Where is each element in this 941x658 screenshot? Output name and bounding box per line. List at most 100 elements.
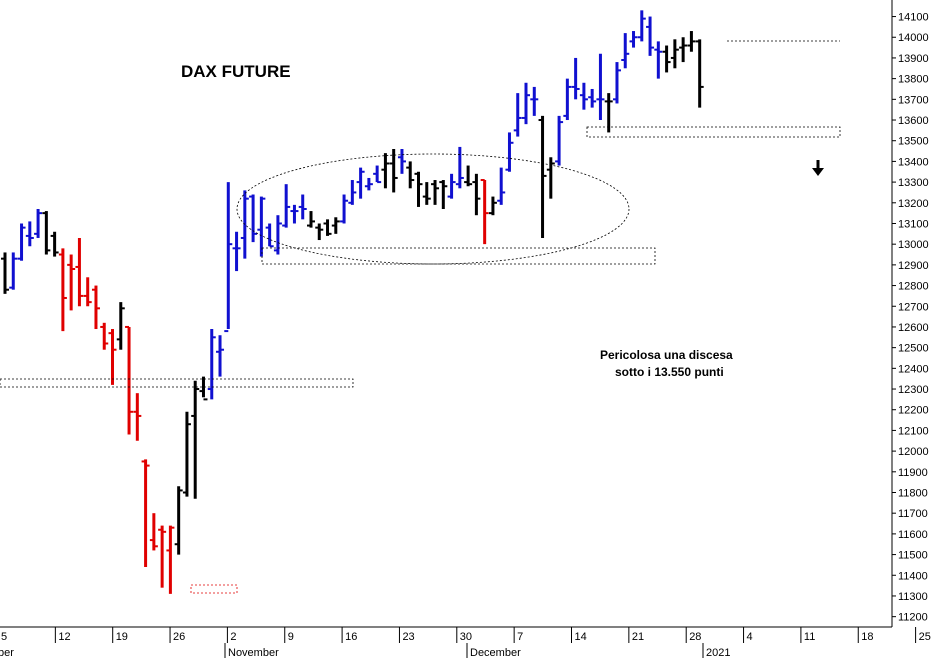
ohlc-bar: [546, 157, 555, 199]
ohlc-bar: [662, 45, 671, 73]
ohlc-bar: [604, 93, 613, 133]
ohlc-bar: [530, 86, 539, 116]
ohlc-bar: [348, 180, 357, 205]
ohlc-bar: [373, 165, 382, 184]
ohlc-bar: [687, 31, 696, 52]
ohlc-bar: [472, 173, 481, 216]
y-tick-label: 12600: [898, 322, 929, 334]
ohlc-bar: [108, 329, 117, 385]
x-tick-label: 21: [632, 631, 644, 643]
ohlc-bar: [232, 231, 241, 272]
y-tick-label: 12800: [898, 281, 929, 293]
ohlc-bar: [116, 302, 125, 350]
y-tick-label: 12100: [898, 425, 929, 437]
ohlc-bar: [397, 148, 406, 174]
ohlc-bar: [191, 380, 200, 499]
ohlc-bar: [166, 525, 175, 594]
y-tick-label: 13600: [898, 115, 929, 127]
y-tick-label: 12700: [898, 301, 929, 313]
ohlc-bar: [439, 180, 448, 209]
ohlc-bar: [315, 223, 324, 241]
ohlc-bar: [480, 179, 489, 245]
y-tick-label: 11600: [898, 529, 928, 541]
y-tick-label: 12400: [898, 363, 929, 375]
ohlc-bar: [488, 196, 497, 216]
x-tick-label: 25: [919, 631, 931, 643]
ohlc-bar: [257, 196, 266, 257]
annotation-line-1: Pericolosa una discesa: [600, 348, 733, 362]
y-tick-label: 12200: [898, 405, 929, 417]
ohlc-bar: [83, 277, 92, 307]
y-tick-label: 13100: [898, 218, 929, 230]
ohlc-bar: [695, 39, 704, 108]
x-tick-label: 16: [345, 631, 357, 643]
ohlc-bar: [42, 211, 51, 255]
x-tick-label: 11: [804, 631, 815, 643]
x-tick-label: 18: [861, 631, 873, 643]
y-tick-label: 12900: [898, 260, 929, 272]
x-tick-label: 19: [116, 631, 128, 643]
ohlc-bar: [91, 285, 100, 330]
y-tick-label: 13500: [898, 136, 929, 148]
ohlc-bar: [563, 78, 572, 121]
ohlc-bar: [579, 82, 588, 110]
ohlc-bar: [455, 146, 464, 189]
ohlc-bar: [447, 173, 456, 199]
ohlc-bar: [555, 115, 564, 166]
ohlc-bar: [670, 39, 679, 69]
y-axis: 11200 11300 11400 11500 11600 11700 11800 11900…: [891, 0, 929, 627]
ohlc-bar: [588, 88, 597, 108]
month-label: 2021: [706, 647, 730, 658]
ohlc-bar: [422, 182, 431, 205]
ohlc-bar: [571, 57, 580, 100]
ohlc-bar: [182, 411, 191, 497]
ohlc-bar: [273, 215, 282, 255]
ohlc-bar: [149, 513, 158, 551]
y-tick-label: 11400: [898, 570, 928, 582]
y-tick-label: 11200: [898, 612, 928, 624]
ohlc-bar: [323, 219, 332, 236]
x-tick-label: 14: [575, 631, 587, 643]
ohlc-bar: [679, 37, 688, 63]
x-tick-label: 12: [58, 631, 70, 643]
ohlc-bar: [331, 217, 340, 234]
low-box-11310: [190, 584, 238, 594]
ohlc-bar: [17, 223, 26, 261]
ohlc-bar: [646, 16, 655, 56]
ohlc-bar: [1, 252, 9, 294]
ohlc-bar: [637, 10, 646, 42]
y-tick-label: 12000: [898, 446, 929, 458]
ohlc-bar: [34, 209, 43, 238]
ohlc-bar: [464, 165, 473, 187]
y-tick-label: 12300: [898, 384, 929, 396]
chart-title: DAX FUTURE: [181, 62, 291, 81]
ohlc-bar: [125, 325, 134, 435]
ohlc-bar: [58, 248, 67, 332]
y-tick-label: 14100: [898, 12, 929, 24]
chart-overlays: [0, 40, 841, 594]
y-tick-label: 11800: [898, 487, 928, 499]
ohlc-bar: [141, 459, 150, 567]
y-tick-label: 11500: [898, 550, 928, 562]
ohlc-bar: [249, 194, 258, 243]
ohlc-bars: [1, 10, 704, 594]
support-box-13570: [586, 126, 841, 138]
consolidation-ellipse: [236, 153, 630, 265]
y-tick-label: 11300: [898, 591, 928, 603]
annotation-line-2: sotto i 13.550 punti: [615, 365, 724, 379]
y-tick-label: 13300: [898, 177, 929, 189]
ohlc-bar: [381, 153, 390, 189]
ohlc-bar: [389, 148, 398, 193]
ohlc-bar: [133, 393, 142, 441]
ohlc-bar: [25, 221, 34, 247]
x-tick-label: 9: [288, 631, 294, 643]
ohlc-bar: [431, 180, 440, 205]
ohlc-bar: [340, 194, 349, 224]
ohlc-bar: [100, 322, 109, 350]
ohlc-bar: [67, 254, 76, 311]
x-tick-label: 5: [1, 631, 7, 643]
ohlc-bar: [364, 177, 373, 191]
x-tick-label: 7: [517, 631, 523, 643]
month-label: November: [228, 647, 279, 658]
ohlc-bar: [50, 231, 59, 257]
